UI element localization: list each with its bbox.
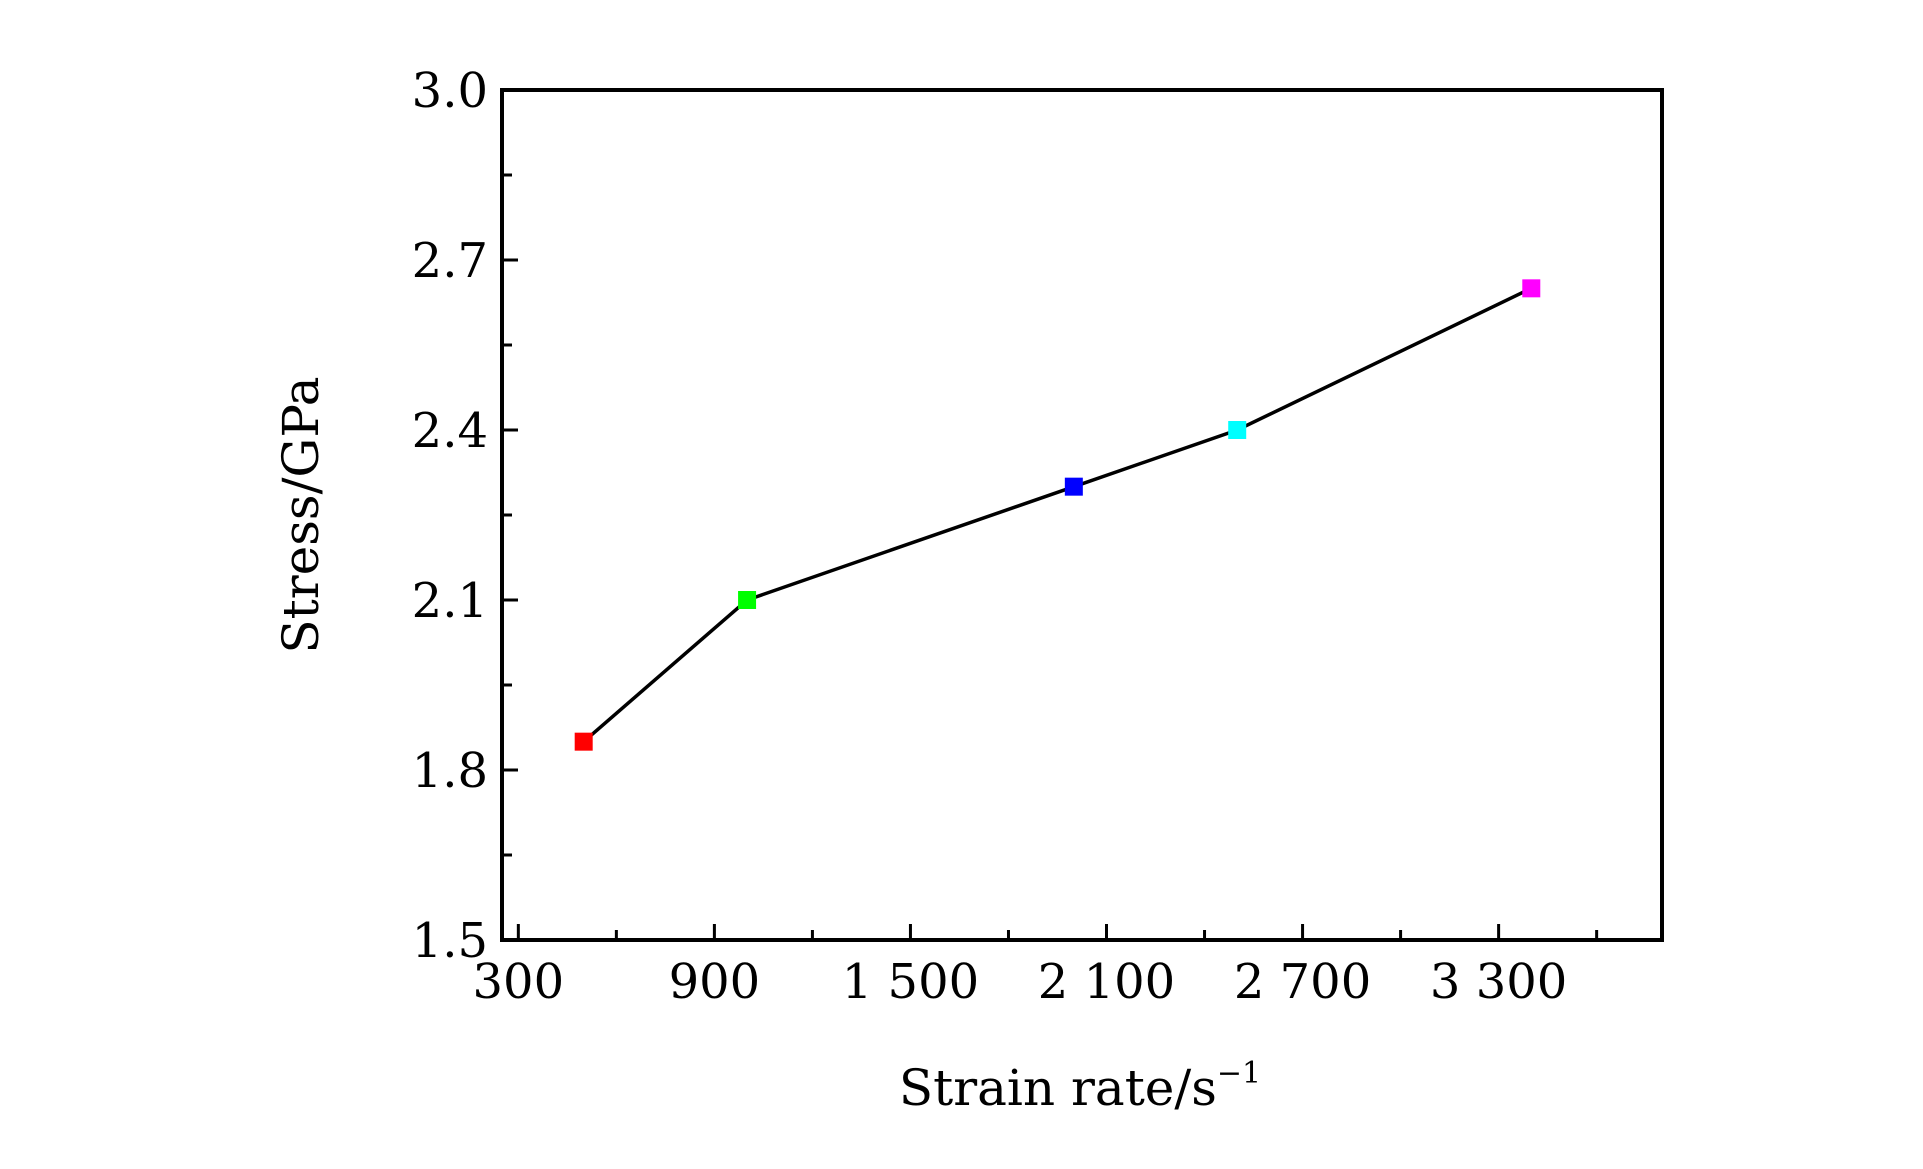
data-point-marker	[574, 732, 593, 751]
series-line	[582, 286, 1533, 743]
y-tick-label: 3.0	[412, 63, 488, 119]
x-tick-label: 2 100	[1038, 954, 1175, 1010]
series-lines	[582, 286, 1533, 743]
y-axis-ticks	[502, 88, 518, 942]
y-tick-label: 2.1	[412, 573, 488, 629]
y-tick-label: 2.7	[412, 233, 488, 289]
x-tick-label: 300	[473, 954, 565, 1010]
x-tick-label: 3 300	[1430, 954, 1567, 1010]
series-markers	[574, 279, 1541, 751]
data-point-marker	[1064, 477, 1083, 496]
x-axis-ticks	[516, 924, 1599, 940]
data-point-marker	[1522, 279, 1541, 298]
y-axis-title: Stress/GPa	[272, 376, 330, 653]
plot-frame	[500, 88, 1664, 942]
x-axis-title: Strain rate/s−1	[899, 1056, 1261, 1117]
x-tick-label: 2 700	[1234, 954, 1371, 1010]
x-tick-label: 1 500	[842, 954, 979, 1010]
x-axis-tick-labels: 300 900 1 500 2 100 2 700 3 300	[473, 954, 1568, 1010]
y-axis-tick-labels: 1.5 1.8 2.1 2.4 2.7 3.0	[412, 63, 488, 969]
x-tick-label: 900	[669, 954, 761, 1010]
y-tick-label: 1.5	[412, 913, 488, 969]
data-point-marker	[738, 591, 757, 609]
data-point-marker	[1228, 421, 1247, 439]
y-tick-label: 1.8	[412, 743, 488, 799]
y-tick-label: 2.4	[412, 403, 488, 459]
